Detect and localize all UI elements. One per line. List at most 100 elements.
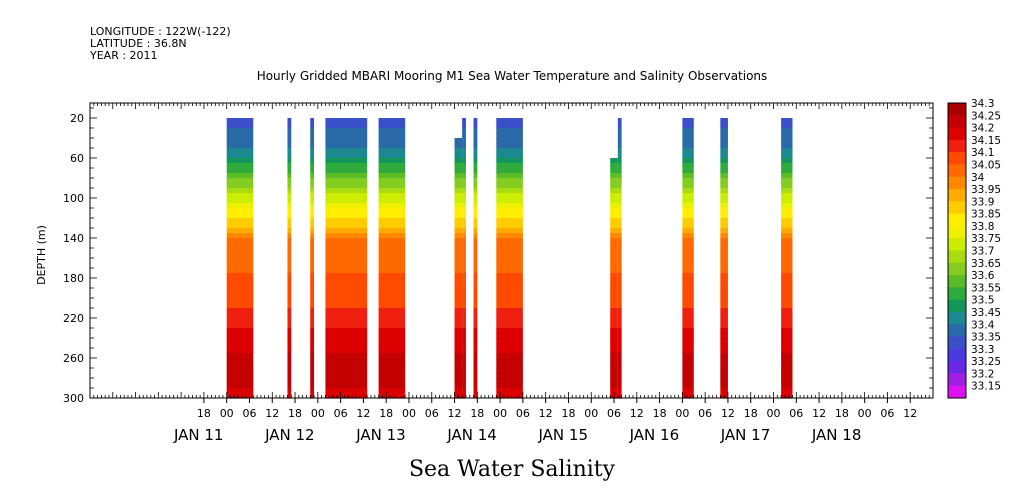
salinity-cell: [378, 303, 406, 309]
salinity-cell: [454, 373, 463, 379]
salinity-cell: [682, 288, 694, 294]
salinity-cell: [454, 338, 463, 344]
salinity-cell: [781, 218, 793, 224]
salinity-cell: [310, 143, 315, 149]
salinity-cell: [781, 158, 793, 164]
salinity-cell: [310, 128, 315, 134]
salinity-cell: [473, 248, 478, 254]
x-tick-label: 06: [607, 407, 621, 420]
salinity-cell: [325, 298, 368, 304]
salinity-cell: [287, 238, 292, 244]
salinity-cell: [325, 253, 368, 259]
salinity-cell: [454, 218, 463, 224]
salinity-cell: [720, 313, 728, 319]
salinity-cell: [378, 293, 406, 299]
salinity-cell: [682, 323, 694, 329]
salinity-cell: [454, 333, 463, 339]
salinity-cell: [720, 158, 728, 164]
salinity-cell: [617, 283, 622, 289]
salinity-cell: [310, 253, 315, 259]
salinity-cell: [473, 198, 478, 204]
salinity-cell: [617, 203, 622, 209]
salinity-cell: [325, 213, 368, 219]
salinity-cell: [310, 363, 315, 369]
salinity-cell: [287, 168, 292, 174]
salinity-cell: [720, 298, 728, 304]
colorbar-label: 33.7: [971, 246, 994, 258]
salinity-cell: [720, 173, 728, 179]
salinity-cell: [496, 228, 523, 234]
salinity-cell: [378, 308, 406, 314]
salinity-cell: [462, 343, 466, 349]
salinity-cell: [496, 288, 523, 294]
salinity-cell: [287, 298, 292, 304]
salinity-cell: [287, 393, 292, 399]
x-tick-label: 18: [835, 407, 849, 420]
salinity-cell: [610, 318, 618, 324]
salinity-cell: [610, 348, 618, 354]
salinity-cell: [310, 163, 315, 169]
colorbar-swatch: [948, 287, 966, 301]
salinity-cell: [378, 238, 406, 244]
salinity-cell: [617, 178, 622, 184]
salinity-cell: [473, 273, 478, 279]
salinity-cell: [310, 388, 315, 394]
salinity-cell: [310, 393, 315, 399]
salinity-cell: [325, 173, 368, 179]
salinity-cell: [378, 368, 406, 374]
salinity-cell: [682, 133, 694, 139]
salinity-cell: [610, 193, 618, 199]
salinity-cell: [454, 363, 463, 369]
salinity-cell: [617, 193, 622, 199]
salinity-cell: [462, 138, 466, 144]
colorbar-label: 33.55: [971, 282, 1001, 294]
salinity-cell: [325, 388, 368, 394]
date-label: JAN 17: [720, 426, 771, 444]
salinity-cell: [720, 183, 728, 189]
salinity-cell: [781, 373, 793, 379]
salinity-cell: [496, 373, 523, 379]
salinity-cell: [617, 353, 622, 359]
salinity-cell: [325, 343, 368, 349]
salinity-cell: [287, 153, 292, 159]
salinity-cell: [682, 313, 694, 319]
salinity-cell: [310, 358, 315, 364]
salinity-cell: [325, 318, 368, 324]
salinity-cell: [781, 163, 793, 169]
colorbar-swatch: [948, 250, 966, 264]
salinity-cell: [781, 148, 793, 154]
salinity-cell: [462, 158, 466, 164]
salinity-cell: [462, 183, 466, 189]
salinity-cell: [617, 213, 622, 219]
salinity-cell: [473, 318, 478, 324]
salinity-cell: [454, 358, 463, 364]
salinity-cell: [226, 303, 254, 309]
salinity-cell: [287, 328, 292, 334]
salinity-cell: [378, 233, 406, 239]
salinity-cell: [720, 258, 728, 264]
salinity-cell: [325, 228, 368, 234]
salinity-cell: [473, 323, 478, 329]
salinity-cell: [454, 203, 463, 209]
salinity-cell: [610, 238, 618, 244]
salinity-cell: [473, 373, 478, 379]
data-window: [325, 118, 368, 399]
salinity-cell: [454, 313, 463, 319]
salinity-cell: [720, 273, 728, 279]
salinity-cell: [617, 258, 622, 264]
salinity-cell: [325, 353, 368, 359]
salinity-cell: [378, 168, 406, 174]
salinity-cell: [682, 328, 694, 334]
salinity-cell: [462, 213, 466, 219]
salinity-cell: [496, 128, 523, 134]
salinity-cell: [682, 358, 694, 364]
salinity-cell: [682, 273, 694, 279]
colorbar-swatch: [948, 176, 966, 190]
salinity-cell: [720, 318, 728, 324]
salinity-cell: [226, 328, 254, 334]
salinity-cell: [454, 323, 463, 329]
salinity-cell: [720, 248, 728, 254]
salinity-cell: [473, 118, 478, 124]
salinity-cell: [310, 273, 315, 279]
salinity-cell: [325, 168, 368, 174]
